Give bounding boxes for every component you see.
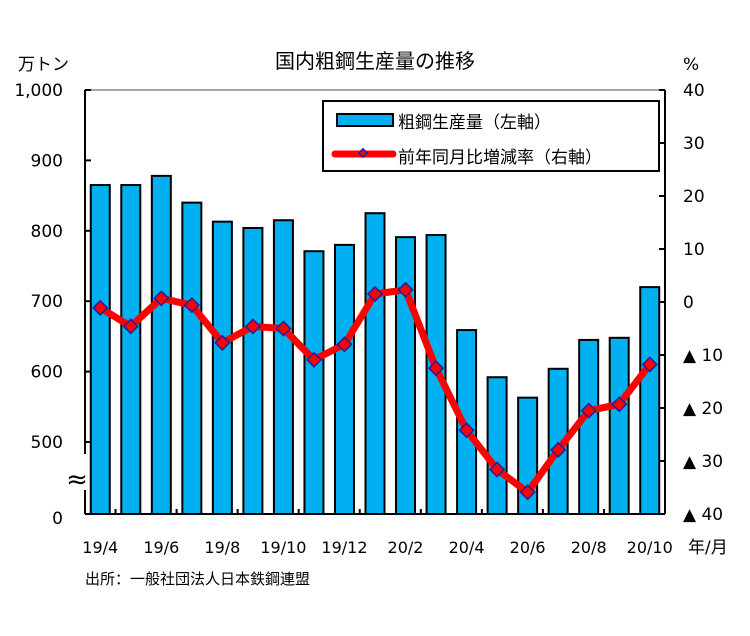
legend-line-marker [357,147,369,159]
growth-rate-marker [122,318,139,335]
growth-rate-marker [92,299,109,316]
growth-rate-marker [183,297,200,314]
bar [211,220,233,515]
growth-rate-marker [153,290,170,307]
bar [120,184,142,515]
right-tick-label: ▲ 30 [683,452,723,472]
growth-rate-marker [336,336,353,353]
x-tick-label: 20/2 [388,538,424,557]
x-tick-label: 19/4 [82,538,118,557]
right-tick-label: 30 [683,134,705,154]
growth-rate-marker [244,318,262,335]
bar [639,286,661,515]
legend-box [322,100,660,172]
legend-bar-swatch [336,113,394,127]
left-tick-label: 800 [31,222,63,242]
left-tick-label: 0 [52,509,63,529]
bar [181,201,203,515]
growth-rate-marker [427,360,445,377]
bar [608,336,630,516]
axis-break-background [66,454,88,490]
x-tick-label: 20/4 [449,538,485,557]
left-tick-label: 1,000 [14,81,63,101]
left-axis-unit: 万トン [18,55,69,75]
bar [486,376,508,515]
bar [272,219,294,516]
axis-break-icon: ≈ [66,465,88,495]
right-tick-label: 40 [683,81,705,101]
x-tick-label: 19/12 [321,538,367,557]
chart-title: 国内粗鋼生産量の推移 [275,49,475,73]
growth-rate-marker [519,484,536,501]
x-tick-label: 20/10 [627,538,673,557]
growth-rate-marker [488,461,506,478]
bar [395,236,417,516]
growth-rate-marker [397,281,414,298]
bar [89,184,111,515]
bar [456,329,478,515]
x-tick-label: 20/8 [571,538,607,557]
bar [242,226,264,515]
source-note: 出所：一般社団法人日本鉄鋼連盟 [85,570,310,588]
bar [150,174,172,515]
right-tick-label: ▲ 20 [683,399,723,419]
right-axis-unit: % [683,55,699,75]
right-tick-label: 0 [683,293,694,313]
bar [333,243,355,515]
growth-rate-marker [611,396,628,413]
growth-rate-marker [366,285,384,303]
legend-bar-label: 粗鋼生産量（左軸） [398,113,551,133]
right-tick-label: 20 [683,187,705,207]
left-tick-label: 700 [31,292,63,312]
legend-line-label: 前年同月比増減率（右軸） [398,148,602,168]
bar [303,250,325,515]
growth-rate-marker [458,422,475,439]
x-tick-label: 19/6 [143,538,179,557]
x-tick-label: 20/6 [510,538,546,557]
growth-rate-marker [275,320,292,337]
growth-rate-marker [641,356,658,373]
right-tick-label: ▲ 10 [683,346,723,366]
legend: 粗鋼生産量（左軸） 前年同月比増減率（右軸） [322,100,660,172]
growth-rate-marker [550,441,567,459]
growth-rate-marker [305,351,323,368]
right-tick-label: 10 [683,240,705,260]
bar [364,212,386,515]
right-tick-label: ▲ 40 [683,505,723,525]
x-tick-label: 19/10 [260,538,306,557]
bar [578,338,600,516]
x-tick-label: 19/8 [204,538,240,557]
growth-rate-marker [214,334,231,351]
left-tick-label: 900 [31,151,63,171]
left-tick-label: 600 [31,363,63,383]
growth-rate-marker [580,402,597,419]
x-axis-unit: 年/月 [688,538,728,558]
left-tick-label: 500 [31,433,63,453]
